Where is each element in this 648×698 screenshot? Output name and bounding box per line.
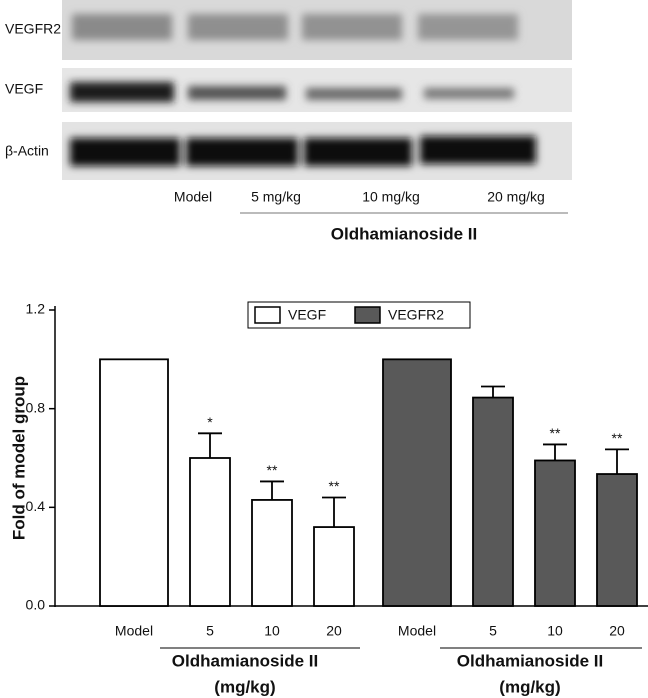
x-tick-label: Model (115, 623, 153, 639)
bar (472, 396, 514, 607)
bar (534, 459, 576, 607)
band (70, 82, 174, 102)
lane-label: Model (174, 189, 212, 205)
bar (596, 473, 638, 607)
significance: ** (550, 425, 561, 441)
x-tick-label: 5 (489, 623, 497, 639)
y-tick-label: 0.0 (26, 597, 46, 613)
x-tick-label: 5 (206, 623, 214, 639)
band (188, 86, 286, 100)
blot-row-label: VEGFR2 (5, 21, 61, 37)
group-unit: (mg/kg) (499, 677, 560, 696)
x-tick-label: 20 (609, 623, 625, 639)
bar (99, 358, 169, 607)
significance: ** (329, 478, 340, 494)
x-tick-label: 10 (547, 623, 563, 639)
blot-row-label: VEGF (5, 81, 43, 97)
legend-label: VEGFR2 (388, 307, 444, 323)
y-tick-label: 1.2 (26, 301, 46, 317)
band (418, 14, 518, 40)
significance: ** (612, 430, 623, 446)
group-unit: (mg/kg) (214, 677, 275, 696)
lane-label: 10 mg/kg (362, 189, 420, 205)
band (70, 138, 180, 166)
group-label: Oldhamianoside II (457, 651, 603, 670)
band (302, 14, 402, 40)
blot-panels (62, 0, 572, 180)
legend-swatch (354, 306, 381, 324)
bar (382, 358, 452, 607)
band (420, 136, 536, 164)
band (186, 138, 298, 166)
bar (313, 526, 355, 607)
group-label: Oldhamianoside II (331, 224, 477, 243)
band (306, 88, 402, 100)
bands (70, 14, 536, 166)
band (424, 88, 514, 99)
legend-label: VEGF (288, 307, 326, 323)
legend-swatch (254, 306, 281, 324)
x-tick-label: 10 (264, 623, 280, 639)
blot-row-label: β-Actin (5, 143, 49, 159)
bar (189, 457, 231, 607)
y-tick-label: 0.4 (26, 498, 46, 514)
y-tick-label: 0.8 (26, 399, 46, 415)
group-label: Oldhamianoside II (172, 651, 318, 670)
band (188, 14, 288, 40)
x-tick-label: Model (398, 623, 436, 639)
band (72, 14, 172, 40)
bar (251, 499, 293, 607)
lane-label: 5 mg/kg (251, 189, 301, 205)
y-axis-label: Fold of model group (9, 376, 28, 540)
x-tick-label: 20 (326, 623, 342, 639)
band (304, 138, 412, 166)
lane-label: 20 mg/kg (487, 189, 545, 205)
significance: ** (267, 462, 278, 478)
significance: * (207, 414, 213, 430)
